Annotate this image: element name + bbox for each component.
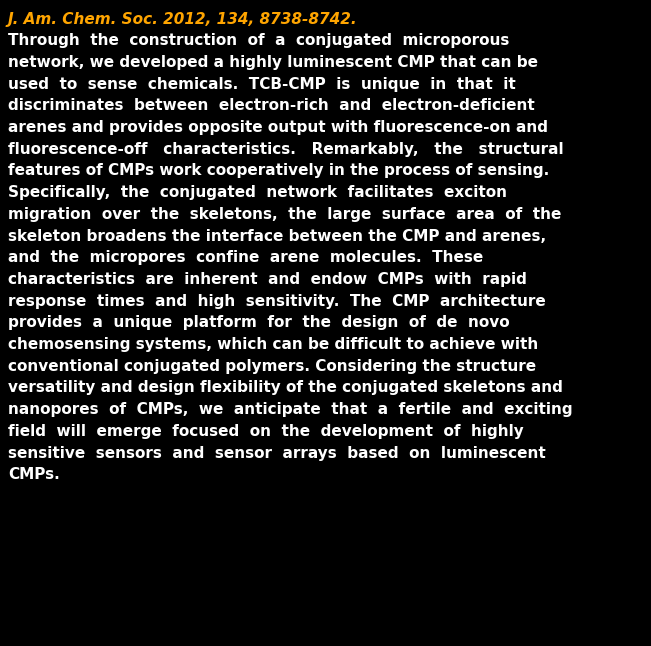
Text: provides  a  unique  platform  for  the  design  of  de  novo: provides a unique platform for the desig… [8,315,510,330]
Text: arenes and provides opposite output with fluorescence-on and: arenes and provides opposite output with… [8,120,547,135]
Text: skeleton broadens the interface between the CMP and arenes,: skeleton broadens the interface between … [8,229,546,244]
Text: versatility and design flexibility of the conjugated skeletons and: versatility and design flexibility of th… [8,380,562,395]
Text: fluorescence-off   characteristics.   Remarkably,   the   structural: fluorescence-off characteristics. Remark… [8,141,563,157]
Text: Through  the  construction  of  a  conjugated  microporous: Through the construction of a conjugated… [8,34,509,48]
Text: characteristics  are  inherent  and  endow  CMPs  with  rapid: characteristics are inherent and endow C… [8,272,527,287]
Text: CMPs.: CMPs. [8,467,59,482]
Text: conventional conjugated polymers. Considering the structure: conventional conjugated polymers. Consid… [8,359,536,374]
Text: network, we developed a highly luminescent CMP that can be: network, we developed a highly luminesce… [8,55,538,70]
Text: response  times  and  high  sensitivity.  The  CMP  architecture: response times and high sensitivity. The… [8,294,546,309]
Text: field  will  emerge  focused  on  the  development  of  highly: field will emerge focused on the develop… [8,424,523,439]
Text: sensitive  sensors  and  sensor  arrays  based  on  luminescent: sensitive sensors and sensor arrays base… [8,446,546,461]
Text: migration  over  the  skeletons,  the  large  surface  area  of  the: migration over the skeletons, the large … [8,207,561,222]
Text: and  the  micropores  confine  arene  molecules.  These: and the micropores confine arene molecul… [8,250,483,266]
Text: nanopores  of  CMPs,  we  anticipate  that  a  fertile  and  exciting: nanopores of CMPs, we anticipate that a … [8,402,572,417]
Text: features of CMPs work cooperatively in the process of sensing.: features of CMPs work cooperatively in t… [8,163,549,178]
Text: J. Am. Chem. Soc. 2012, 134, 8738-8742.: J. Am. Chem. Soc. 2012, 134, 8738-8742. [8,12,357,26]
Text: discriminates  between  electron-rich  and  electron-deficient: discriminates between electron-rich and … [8,98,534,114]
Text: used  to  sense  chemicals.  TCB-CMP  is  unique  in  that  it: used to sense chemicals. TCB-CMP is uniq… [8,77,516,92]
Text: Specifically,  the  conjugated  network  facilitates  exciton: Specifically, the conjugated network fac… [8,185,507,200]
Text: chemosensing systems, which can be difficult to achieve with: chemosensing systems, which can be diffi… [8,337,538,352]
